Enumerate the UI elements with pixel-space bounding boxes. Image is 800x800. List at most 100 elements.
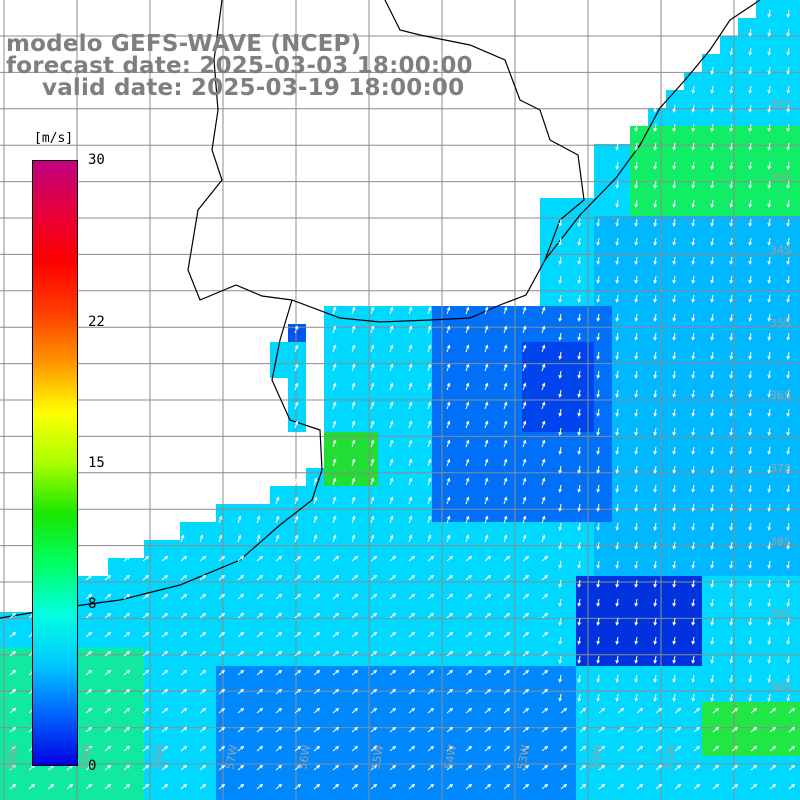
wind-arrow [691,541,696,550]
wind-arrow [465,401,470,410]
wind-arrow [332,325,337,334]
wind-arrow [615,560,620,569]
wind-arrow [731,745,739,752]
wind-arrow [558,408,563,417]
wind-arrow [577,541,582,550]
wind-arrow [161,764,169,771]
wind-arrow [634,617,639,626]
wind-arrow [729,66,734,75]
wind-arrow [427,707,435,714]
wind-arrow [653,142,658,151]
coastline-uruguay [187,0,585,323]
wind-arrow [199,688,207,695]
wind-arrow [634,693,639,702]
wind-arrow [786,389,791,398]
wind-arrow [332,306,337,315]
wind-arrow [180,631,188,638]
wind-arrow [332,707,340,714]
wind-arrow [634,161,639,170]
wind-arrow [748,579,753,588]
wind-arrow [256,726,264,733]
wind-arrow [427,439,432,448]
wind-arrow [408,574,416,581]
wind-arrow [748,218,753,227]
wind-arrow [389,688,397,695]
wind-arrow [294,688,302,695]
wind-arrow [503,783,511,790]
wind-arrow [408,325,413,334]
wind-arrow [615,351,620,360]
wind-arrow [104,612,112,619]
wind-arrow [769,764,777,771]
wind-arrow [693,726,701,733]
wind-arrow [731,764,739,771]
wind-arrow [446,458,451,467]
wind-arrow [558,484,563,493]
wind-arrow [653,484,658,493]
wind-arrow [653,294,658,303]
wind-arrow [427,534,432,543]
wind-arrow [256,534,261,543]
wind-arrow [484,593,492,600]
wind-arrow [522,458,527,467]
wind-arrow [465,496,470,505]
wind-arrow [691,294,696,303]
wind-arrow [691,389,696,398]
wind-arrow [767,199,772,208]
wind-arrow [634,142,639,151]
wind-arrow [370,325,375,334]
wind-arrow [142,745,150,752]
wind-arrow [653,351,658,360]
wind-arrow [767,351,772,360]
wind-arrow [294,515,299,524]
wind-arrow [332,726,340,733]
wind-arrow [767,66,772,75]
wind-arrow [294,707,302,714]
wind-arrow [237,783,245,790]
wind-arrow [218,534,223,543]
wind-arrow [294,574,302,581]
wind-arrow [484,306,489,315]
wind-arrow [636,764,644,771]
wind-arrow [729,636,734,645]
wind-arrow [767,408,772,417]
wind-arrow [161,745,169,752]
wind-arrow [560,707,568,714]
wind-arrow [691,237,696,246]
wind-arrow [313,515,318,524]
wind-arrow [294,401,299,410]
wind-arrow [465,306,470,315]
wind-arrow [691,180,696,189]
wind-arrow [142,631,150,638]
wind-arrow [615,389,620,398]
wind-arrow [786,218,791,227]
wind-arrow [596,617,601,626]
wind-arrow [408,612,416,619]
wind-arrow [558,503,563,512]
wind-arrow [710,275,715,284]
wind-arrow [275,726,283,733]
wind-arrow [180,612,188,619]
wind-arrow [446,650,454,657]
wind-arrow [653,522,658,531]
wind-arrow [85,688,93,695]
wind-arrow [653,237,658,246]
wind-arrow [596,370,601,379]
wind-arrow [579,745,587,752]
model-title: modelo GEFS-WAVE (NCEP) [6,31,362,57]
wind-arrow [484,764,492,771]
wind-arrow [729,522,734,531]
wind-arrow [634,180,639,189]
wind-arrow [351,612,359,619]
wind-arrow [351,306,356,315]
wind-arrow [370,669,378,676]
wind-arrow [748,522,753,531]
wind-arrow [522,783,530,790]
wind-arrow [748,541,753,550]
wind-arrow [558,674,563,683]
wind-arrow [484,631,492,638]
wind-arrow [237,669,245,676]
wind-arrow [370,458,375,467]
wind-arrow [767,47,772,56]
wind-arrow [712,764,720,771]
